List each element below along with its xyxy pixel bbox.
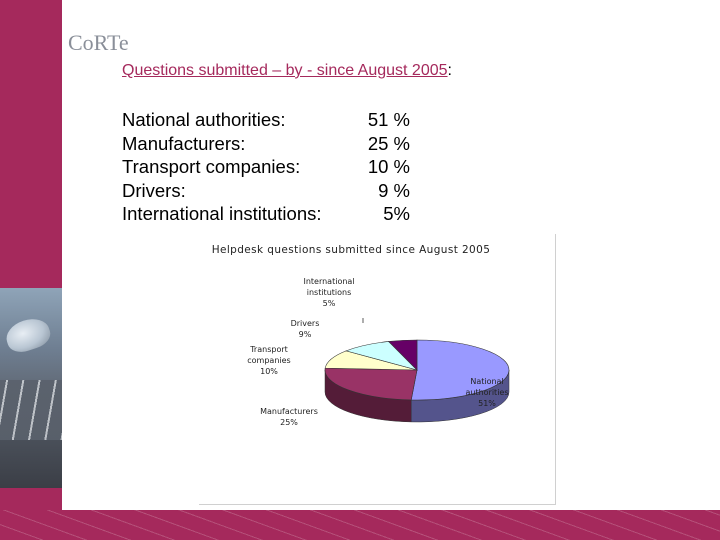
slice-label: International institutions 5% — [303, 277, 354, 308]
pie-chart-panel: Helpdesk questions submitted since Augus… — [199, 234, 556, 505]
page-title: Questions submitted – by - since August … — [122, 62, 452, 80]
corte-logo: CoRTe — [62, 0, 132, 72]
bottom-accent-bar — [0, 510, 720, 540]
category-list: National authorities: 51 % Manufacturers… — [122, 108, 410, 226]
category-value: 51 % — [367, 109, 410, 130]
category-value: 5% — [383, 203, 410, 224]
page-title-text: Questions submitted – by - since August … — [122, 62, 448, 79]
slice-label: National authorities 51% — [465, 377, 508, 408]
category-value: 10 % — [367, 156, 410, 177]
chart-title: Helpdesk questions submitted since Augus… — [212, 244, 491, 256]
list-item: Drivers: 9 % — [122, 179, 410, 203]
category-label: Transport companies: — [122, 156, 301, 177]
slice-label: Manufacturers 25% — [260, 407, 318, 427]
category-value: 25 % — [367, 132, 410, 154]
page-title-colon: : — [447, 62, 452, 79]
list-item: Transport companies: 10 % — [122, 155, 410, 179]
pie-slice — [324, 367, 418, 401]
list-item: International institutions: 5% — [122, 202, 410, 226]
pie-slice — [410, 339, 510, 401]
category-label: Manufacturers: — [122, 132, 246, 154]
list-item: Manufacturers: 25 % — [122, 132, 410, 156]
pie-chart: Helpdesk questions submitted since Augus… — [212, 244, 510, 427]
traffic-image — [0, 380, 62, 440]
logo-text: CoRTe — [68, 30, 129, 55]
category-value: 9 % — [378, 179, 410, 201]
list-item: National authorities: 51 % — [122, 108, 410, 132]
category-label: National authorities: — [122, 109, 286, 130]
category-label: International institutions: — [122, 203, 322, 224]
slice-label: Drivers 9% — [291, 319, 320, 339]
category-label: Drivers: — [122, 179, 186, 201]
slice-label: Transport companies 10% — [247, 345, 290, 376]
world-map-watermark — [0, 510, 720, 540]
pie-slice — [387, 339, 418, 371]
